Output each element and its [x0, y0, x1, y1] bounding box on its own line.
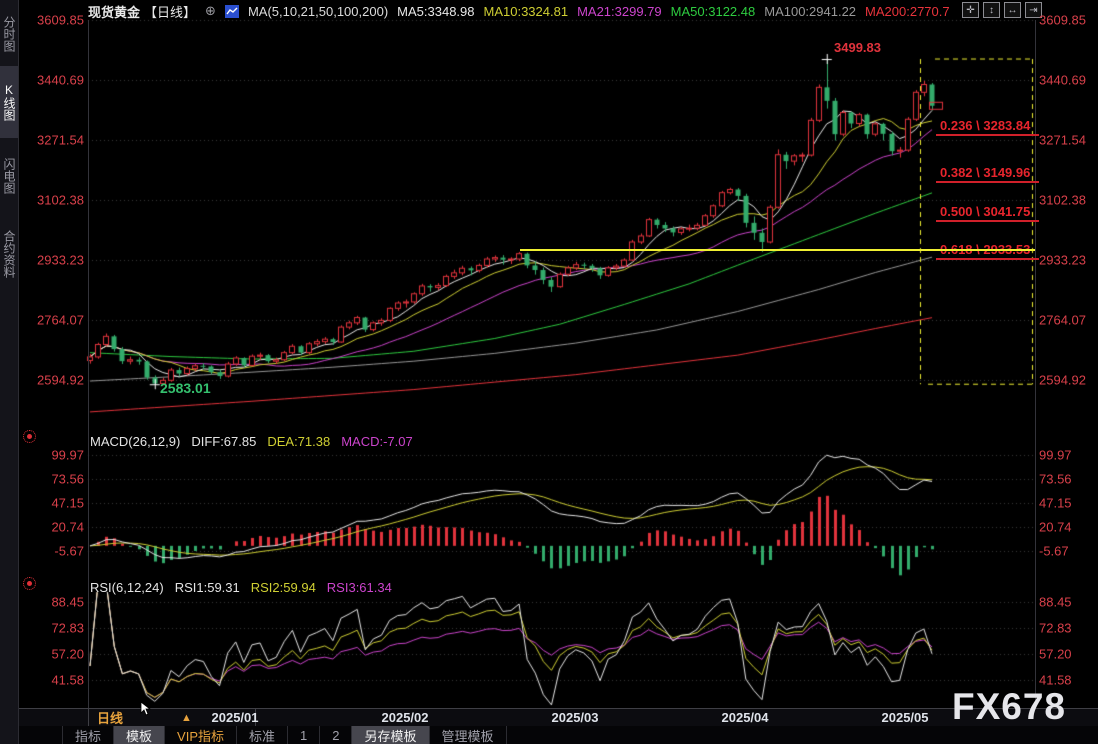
price-axis-label: 3609.85 [1039, 12, 1086, 28]
price-axis-label: 88.45 [1039, 594, 1072, 610]
header-toolbar: ✛ ↕ ↔ ⇥ [962, 2, 1042, 18]
price-axis-label: 2933.23 [1039, 252, 1086, 268]
fx678-watermark: FX678 [952, 686, 1067, 727]
price-axis-label: 3102.38 [1039, 192, 1086, 208]
date-label: 2025/01 [211, 710, 259, 725]
fib-level-0618: 0.618 \ 2933.53 [936, 242, 1039, 260]
price-axis-label: -5.67 [1039, 543, 1069, 559]
price-axis-label: 73.56 [51, 471, 84, 487]
date-label: 2025/05 [881, 710, 929, 725]
right-axis-line [1035, 20, 1036, 708]
price-axis-label: 72.83 [51, 620, 84, 636]
macd-dea-value: DEA:71.38 [267, 434, 331, 449]
swing-low-label: 2583.01 [160, 380, 211, 396]
price-axis-label: 72.83 [1039, 620, 1072, 636]
period-label: 日线 [97, 711, 124, 726]
price-axis-label: 2764.07 [1039, 312, 1086, 328]
macd-title: MACD(26,12,9) [90, 434, 181, 449]
rsi3-value: RSI3:61.34 [326, 580, 392, 595]
sidebar-item-time-chart[interactable]: 分时图 [2, 16, 16, 52]
date-label: 2025/04 [721, 710, 769, 725]
period-selector[interactable]: 日线 ▲ [88, 709, 256, 726]
ma10-value: MA10:3324.81 [483, 3, 569, 19]
period-tag: 【日线】 [144, 4, 197, 20]
rsi2-value: RSI2:59.94 [250, 580, 316, 595]
price-axis-label: 20.74 [51, 519, 84, 535]
price-axis-label: 20.74 [1039, 519, 1072, 535]
sidebar-item-contract-info[interactable]: 合约资料 [2, 230, 16, 278]
price-axis-label: 2594.92 [37, 372, 84, 388]
macd-panel-icon[interactable] [23, 430, 36, 443]
date-label: 2025/03 [551, 710, 599, 725]
toolbar-save-template[interactable]: 另存模板 [352, 726, 430, 744]
toolbar-manage-template[interactable]: 管理模板 [430, 726, 507, 744]
circle-plus-icon[interactable]: ⊕ [205, 3, 216, 18]
price-axis-label: 3271.54 [37, 132, 84, 148]
fit-chart-icon[interactable]: ✛ [962, 2, 979, 18]
fib-level-0382: 0.382 \ 3149.96 [936, 165, 1039, 183]
toolbar-preset-2[interactable]: 2 [320, 726, 353, 744]
price-axis-label: 41.58 [51, 672, 84, 688]
sidebar-item-flash-chart[interactable]: 闪电图 [2, 158, 16, 194]
date-label: 2025/02 [381, 710, 429, 725]
price-axis-label: 47.15 [1039, 495, 1072, 511]
left-axis-line [88, 20, 89, 708]
swing-high-label: 3499.83 [834, 40, 881, 55]
chart-type-icon[interactable] [224, 4, 239, 18]
price-axis-label: 3440.69 [37, 72, 84, 88]
timeline-bar: 日线 ▲ 2025/01 2025/02 2025/03 2025/04 202… [18, 708, 1098, 727]
price-axis-label: 2764.07 [37, 312, 84, 328]
fib-level-0500: 0.500 \ 3041.75 [936, 204, 1039, 222]
scale-y-axis-icon[interactable]: ↕ [983, 2, 1000, 18]
price-axis-label: 3102.38 [37, 192, 84, 208]
price-axis-label: 3271.54 [1039, 132, 1086, 148]
macd-diff-value: DIFF:67.85 [191, 434, 257, 449]
fib-level-0236: 0.236 \ 3283.84 [936, 118, 1039, 136]
ma100-value: MA100:2941.22 [764, 3, 857, 19]
price-axis-label: 99.97 [1039, 447, 1072, 463]
rsi-panel-icon[interactable] [23, 577, 36, 590]
sidebar: 分时图 K线图 闪电图 合约资料 [0, 0, 19, 744]
price-axis-label: 88.45 [51, 594, 84, 610]
rsi-title: RSI(6,12,24) [90, 580, 164, 595]
horizontal-line-drawing [520, 249, 1035, 251]
price-axis-label: 2933.23 [37, 252, 84, 268]
price-axis-label: 3609.85 [37, 12, 84, 28]
shift-right-icon[interactable]: ⇥ [1025, 2, 1042, 18]
toolbar-indicators[interactable]: 指标 [62, 726, 115, 744]
chart-header: 现货黄金 【日线】 ⊕ MA(5,10,21,50,100,200) MA5:3… [88, 2, 950, 20]
ma50-value: MA50:3122.48 [670, 3, 756, 19]
rsi-panel-header: RSI(6,12,24) RSI1:59.31 RSI2:59.94 RSI3:… [90, 580, 392, 595]
toolbar-preset-1[interactable]: 1 [288, 726, 321, 744]
price-axis-label: 57.20 [1039, 646, 1072, 662]
sidebar-item-kline-chart[interactable]: K线图 [0, 66, 18, 138]
ma200-value: MA200:2770.7 [865, 3, 950, 19]
macd-hist-value: MACD:-7.07 [341, 434, 413, 449]
macd-panel-header: MACD(26,12,9) DIFF:67.85 DEA:71.38 MACD:… [90, 434, 413, 449]
price-axis-label: 99.97 [51, 447, 84, 463]
mouse-cursor [140, 701, 152, 722]
price-axis-label: 73.56 [1039, 471, 1072, 487]
price-axis-label: 47.15 [51, 495, 84, 511]
price-axis-label: 2594.92 [1039, 372, 1086, 388]
scale-x-axis-icon[interactable]: ↔ [1004, 2, 1021, 18]
price-axis-label: 3440.69 [1039, 72, 1086, 88]
chevron-up-icon: ▲ [181, 711, 192, 724]
ma21-value: MA21:3299.79 [577, 3, 662, 19]
price-axis-label: -5.67 [54, 543, 84, 559]
ma5-value: MA5:3348.98 [397, 3, 475, 19]
symbol-name: 现货黄金 [88, 4, 141, 20]
toolbar-templates[interactable]: 模板 [114, 726, 166, 744]
ma-settings-label: MA(5,10,21,50,100,200) [247, 3, 389, 19]
price-axis-label: 57.20 [51, 646, 84, 662]
toolbar-vip-indicators[interactable]: VIP指标 [165, 726, 237, 744]
price-axis-label: 41.58 [1039, 672, 1072, 688]
toolbar-standard[interactable]: 标准 [237, 726, 289, 744]
bottom-toolbar: 指标 模板 VIP指标 标准 1 2 另存模板 管理模板 [18, 726, 1098, 744]
rsi1-value: RSI1:59.31 [174, 580, 240, 595]
